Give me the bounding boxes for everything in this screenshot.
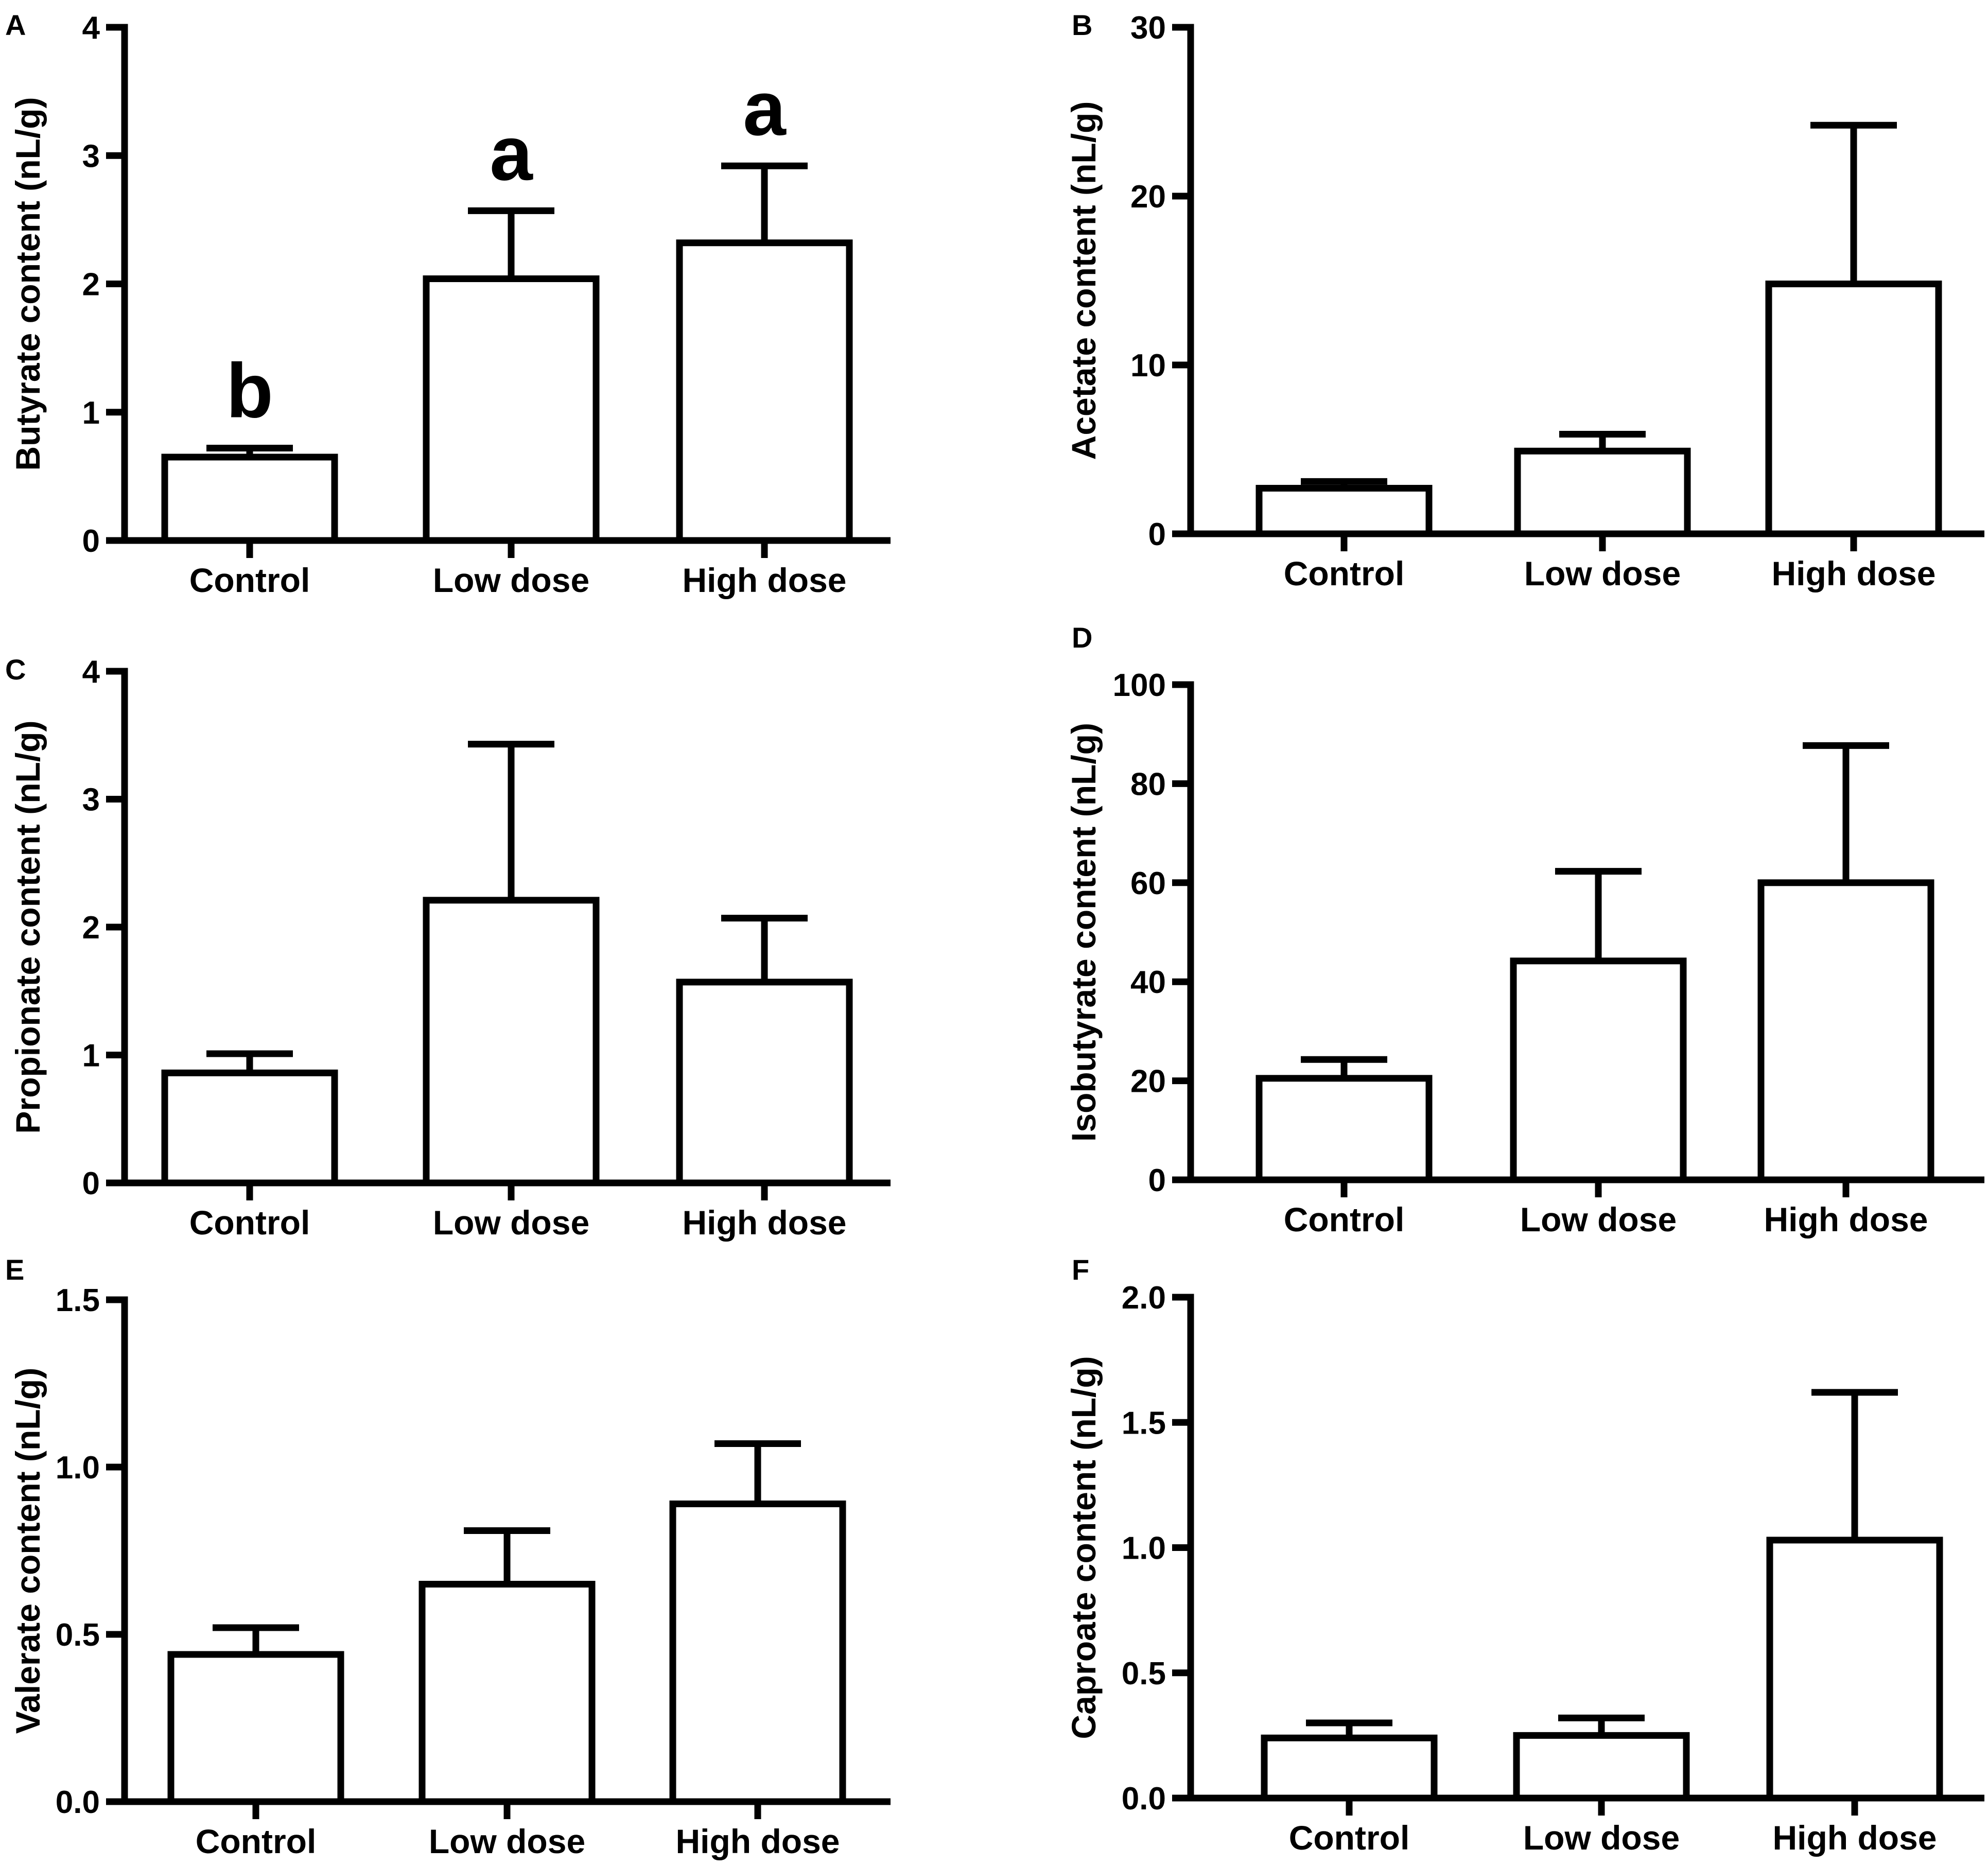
- bar-b: [1255, 484, 1433, 537]
- bar-c: [676, 979, 853, 1187]
- x-category-label-c: Control: [189, 1204, 310, 1242]
- x-category-label-f: High dose: [1772, 1819, 1937, 1857]
- y-tick-label-f: 0.5: [1122, 1656, 1166, 1691]
- y-axis-title-b: Acetate content (nL/g): [1065, 101, 1103, 460]
- bar-a: [676, 239, 853, 544]
- y-axis-title-f: Caproate content (nL/g): [1065, 1356, 1103, 1739]
- x-category-label-d: Control: [1284, 1200, 1405, 1239]
- y-tick-label-f: 1.0: [1122, 1531, 1166, 1566]
- y-tick-label-e: 0.5: [56, 1617, 100, 1653]
- chart-panel-c: C 0 1 2 3 4 Propionate content (nL/g) Control Lo…: [5, 653, 891, 1242]
- panel-letter-b: B: [1072, 9, 1092, 41]
- bar-d: [1510, 957, 1687, 1183]
- x-category-label-f: Low dose: [1523, 1819, 1680, 1857]
- x-category-label-b: Control: [1284, 554, 1405, 592]
- y-tick-label-f: 0.0: [1122, 1781, 1166, 1817]
- y-tick-label-e: 1.0: [56, 1450, 100, 1486]
- y-axis-title-c: Propionate content (nL/g): [9, 721, 47, 1134]
- chart-panel-d: D 0 20 40 60 80 100 Isobutyrate content (nL/g) C…: [1065, 621, 1984, 1239]
- bar-a: [423, 275, 600, 544]
- chart-panel-e: E 0.0 0.5 1.0 1.5 Valerate content (nL/g) Cont…: [5, 1253, 891, 1860]
- significance-letter-a: a: [743, 65, 787, 151]
- bar-c: [423, 897, 600, 1187]
- bar-e: [418, 1581, 596, 1805]
- panel-letter-d: D: [1072, 621, 1092, 654]
- x-category-label-e: High dose: [675, 1822, 840, 1860]
- panel-letter-f: F: [1072, 1253, 1089, 1286]
- y-tick-label-e: 1.5: [56, 1283, 100, 1318]
- bar-f: [1261, 1734, 1438, 1802]
- bar-a: [161, 454, 338, 544]
- bar-e: [167, 1651, 344, 1805]
- y-tick-label-d: 60: [1130, 866, 1166, 901]
- y-tick-label-c: 4: [82, 654, 100, 690]
- y-tick-label-f: 2.0: [1122, 1280, 1166, 1316]
- y-tick-label-d: 40: [1130, 965, 1166, 1000]
- bar-f: [1766, 1537, 1943, 1802]
- bar-c: [161, 1069, 338, 1187]
- x-category-label-b: High dose: [1771, 554, 1935, 592]
- y-axis-title-a: Butyrate content (nL/g): [9, 97, 47, 471]
- y-tick-label-a: 0: [82, 524, 100, 559]
- x-category-label-e: Control: [196, 1822, 317, 1860]
- y-tick-label-a: 1: [82, 395, 100, 431]
- chart-panel-f: F 0.0 0.5 1.0 1.5 2.0 Caproate content (nL/g) C…: [1065, 1253, 1984, 1857]
- chart-panel-a: A 0 1 2 3 4 Butyrate content (nL/g) Control b Low…: [5, 9, 891, 599]
- y-tick-label-b: 0: [1148, 517, 1166, 552]
- panel-letter-c: C: [5, 653, 26, 686]
- x-category-label-c: Low dose: [433, 1204, 589, 1242]
- y-axis-title-e: Valerate content (nL/g): [9, 1368, 47, 1734]
- y-tick-label-e: 0.0: [56, 1785, 100, 1820]
- panel-letter-e: E: [5, 1253, 24, 1286]
- x-category-label-d: Low dose: [1520, 1200, 1677, 1239]
- bar-f: [1513, 1732, 1690, 1802]
- y-tick-label-a: 3: [82, 138, 100, 174]
- bar-e: [669, 1501, 846, 1805]
- y-tick-label-d: 100: [1113, 668, 1166, 703]
- y-tick-label-a: 4: [82, 10, 100, 46]
- x-category-label-a: Control: [189, 561, 310, 599]
- y-tick-label-c: 3: [82, 782, 100, 818]
- y-tick-label-b: 30: [1130, 10, 1166, 46]
- y-axis-title-d: Isobutyrate content (nL/g): [1065, 723, 1103, 1142]
- x-category-label-e: Low dose: [429, 1822, 585, 1860]
- y-tick-label-d: 80: [1130, 766, 1166, 802]
- y-tick-label-b: 10: [1130, 348, 1166, 383]
- y-tick-label-b: 20: [1130, 179, 1166, 215]
- y-tick-label-d: 20: [1130, 1064, 1166, 1100]
- bar-b: [1765, 281, 1942, 537]
- x-category-label-a: High dose: [682, 561, 846, 599]
- significance-letter-a: a: [490, 110, 533, 196]
- x-category-label-d: High dose: [1764, 1200, 1928, 1239]
- y-tick-label-a: 2: [82, 267, 100, 303]
- bar-d: [1757, 879, 1934, 1183]
- y-tick-label-f: 1.5: [1122, 1405, 1166, 1441]
- x-category-label-a: Low dose: [433, 561, 589, 599]
- y-tick-label-c: 2: [82, 910, 100, 946]
- panel-letter-a: A: [5, 9, 26, 41]
- y-tick-label-c: 1: [82, 1038, 100, 1074]
- bar-d: [1255, 1075, 1433, 1183]
- x-category-label-c: High dose: [682, 1204, 846, 1242]
- x-category-label-f: Control: [1289, 1819, 1410, 1857]
- y-tick-label-c: 0: [82, 1166, 100, 1201]
- bar-b: [1514, 447, 1691, 537]
- y-tick-label-d: 0: [1148, 1163, 1166, 1198]
- significance-letter-a: b: [226, 347, 273, 434]
- x-category-label-b: Low dose: [1524, 554, 1681, 592]
- chart-panel-b: B 0 10 20 30 Acetate content (nL/g) Control Low…: [1065, 9, 1984, 592]
